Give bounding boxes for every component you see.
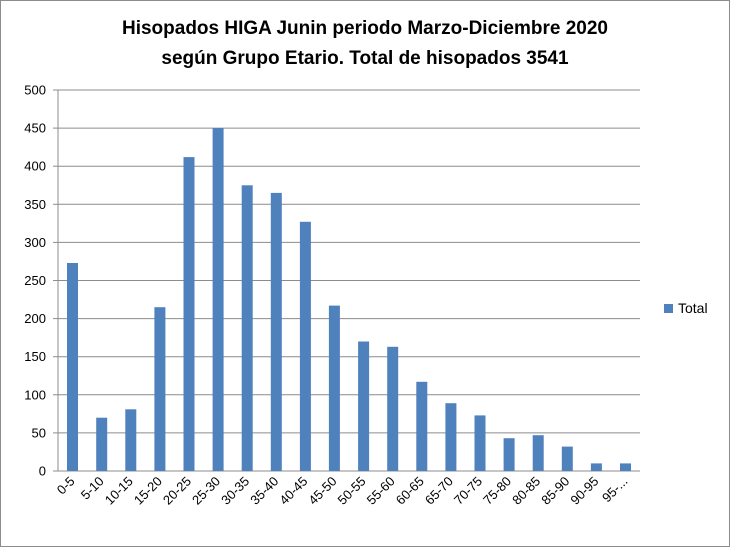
x-tick-label: 40-45 <box>276 474 310 508</box>
bar <box>299 221 311 471</box>
x-tick-label: 20-25 <box>160 474 194 508</box>
bar <box>416 381 428 471</box>
y-tick-label: 150 <box>24 349 46 364</box>
y-tick-label: 0 <box>39 464 46 479</box>
bar <box>183 157 195 471</box>
x-tick-label: 55-60 <box>364 474 398 508</box>
bar <box>154 307 166 471</box>
legend: Total <box>664 300 708 316</box>
x-tick-label: 90-95 <box>567 474 601 508</box>
bar <box>241 185 253 472</box>
y-tick-label: 400 <box>24 159 46 174</box>
bar <box>67 263 78 471</box>
x-tick-label: 0-5 <box>54 474 78 498</box>
chart-title-line-1: Hisopados HIGA Junin periodo Marzo-Dicie… <box>121 18 608 39</box>
y-axis-tick-labels: 0 50 100 150 200 250 300 350 400 450 500 <box>24 83 46 479</box>
chart-title-line-2: según Grupo Etario. Total de hisopados 3… <box>161 48 569 69</box>
bar <box>445 403 457 471</box>
bar <box>532 435 544 471</box>
x-tick-label: 65-70 <box>422 474 456 508</box>
y-tick-label: 350 <box>24 197 46 212</box>
y-tick-label: 100 <box>24 387 46 402</box>
x-tick-label: 75-80 <box>480 474 514 508</box>
x-tick-label: 10-15 <box>102 474 136 508</box>
y-tick-label: 50 <box>32 425 46 440</box>
x-tick-label: 85-90 <box>538 474 572 508</box>
x-tick-label: 35-40 <box>247 474 281 508</box>
x-tick-label: 25-30 <box>189 474 223 508</box>
x-tick-label: 95-... <box>599 474 631 506</box>
x-tick-label: 50-55 <box>335 474 369 508</box>
y-tick-label: 200 <box>24 311 46 326</box>
x-axis-tick-labels: 0-5 5-1010-1515-2020-2525-3030-3535-4040-… <box>54 474 631 508</box>
bar <box>503 438 515 471</box>
bars <box>67 128 631 472</box>
bar <box>125 409 137 471</box>
bar <box>474 415 486 471</box>
bar <box>270 192 282 471</box>
bar <box>590 463 602 471</box>
x-tick-label: 15-20 <box>131 474 165 508</box>
bar <box>387 346 399 471</box>
x-tick-label: 70-75 <box>451 474 485 508</box>
chart-title: Hisopados HIGA Junin periodo Marzo-Dicie… <box>0 14 730 74</box>
gridlines <box>58 89 640 434</box>
bar <box>212 128 224 471</box>
legend-swatch <box>664 303 673 313</box>
bar <box>620 463 631 471</box>
y-tick-label: 450 <box>24 121 46 136</box>
bar <box>358 341 370 471</box>
x-tick-label: 30-35 <box>218 474 252 508</box>
y-tick-label: 500 <box>24 83 46 98</box>
bar <box>328 305 340 471</box>
y-tick-label: 250 <box>24 273 46 288</box>
y-tick-label: 300 <box>24 235 46 250</box>
bar <box>561 446 573 471</box>
bar <box>96 417 108 471</box>
x-tick-label: 60-65 <box>393 474 427 508</box>
legend-label: Total <box>678 300 708 316</box>
x-tick-label: 45-50 <box>305 474 339 508</box>
x-tick-label: 80-85 <box>509 474 543 508</box>
